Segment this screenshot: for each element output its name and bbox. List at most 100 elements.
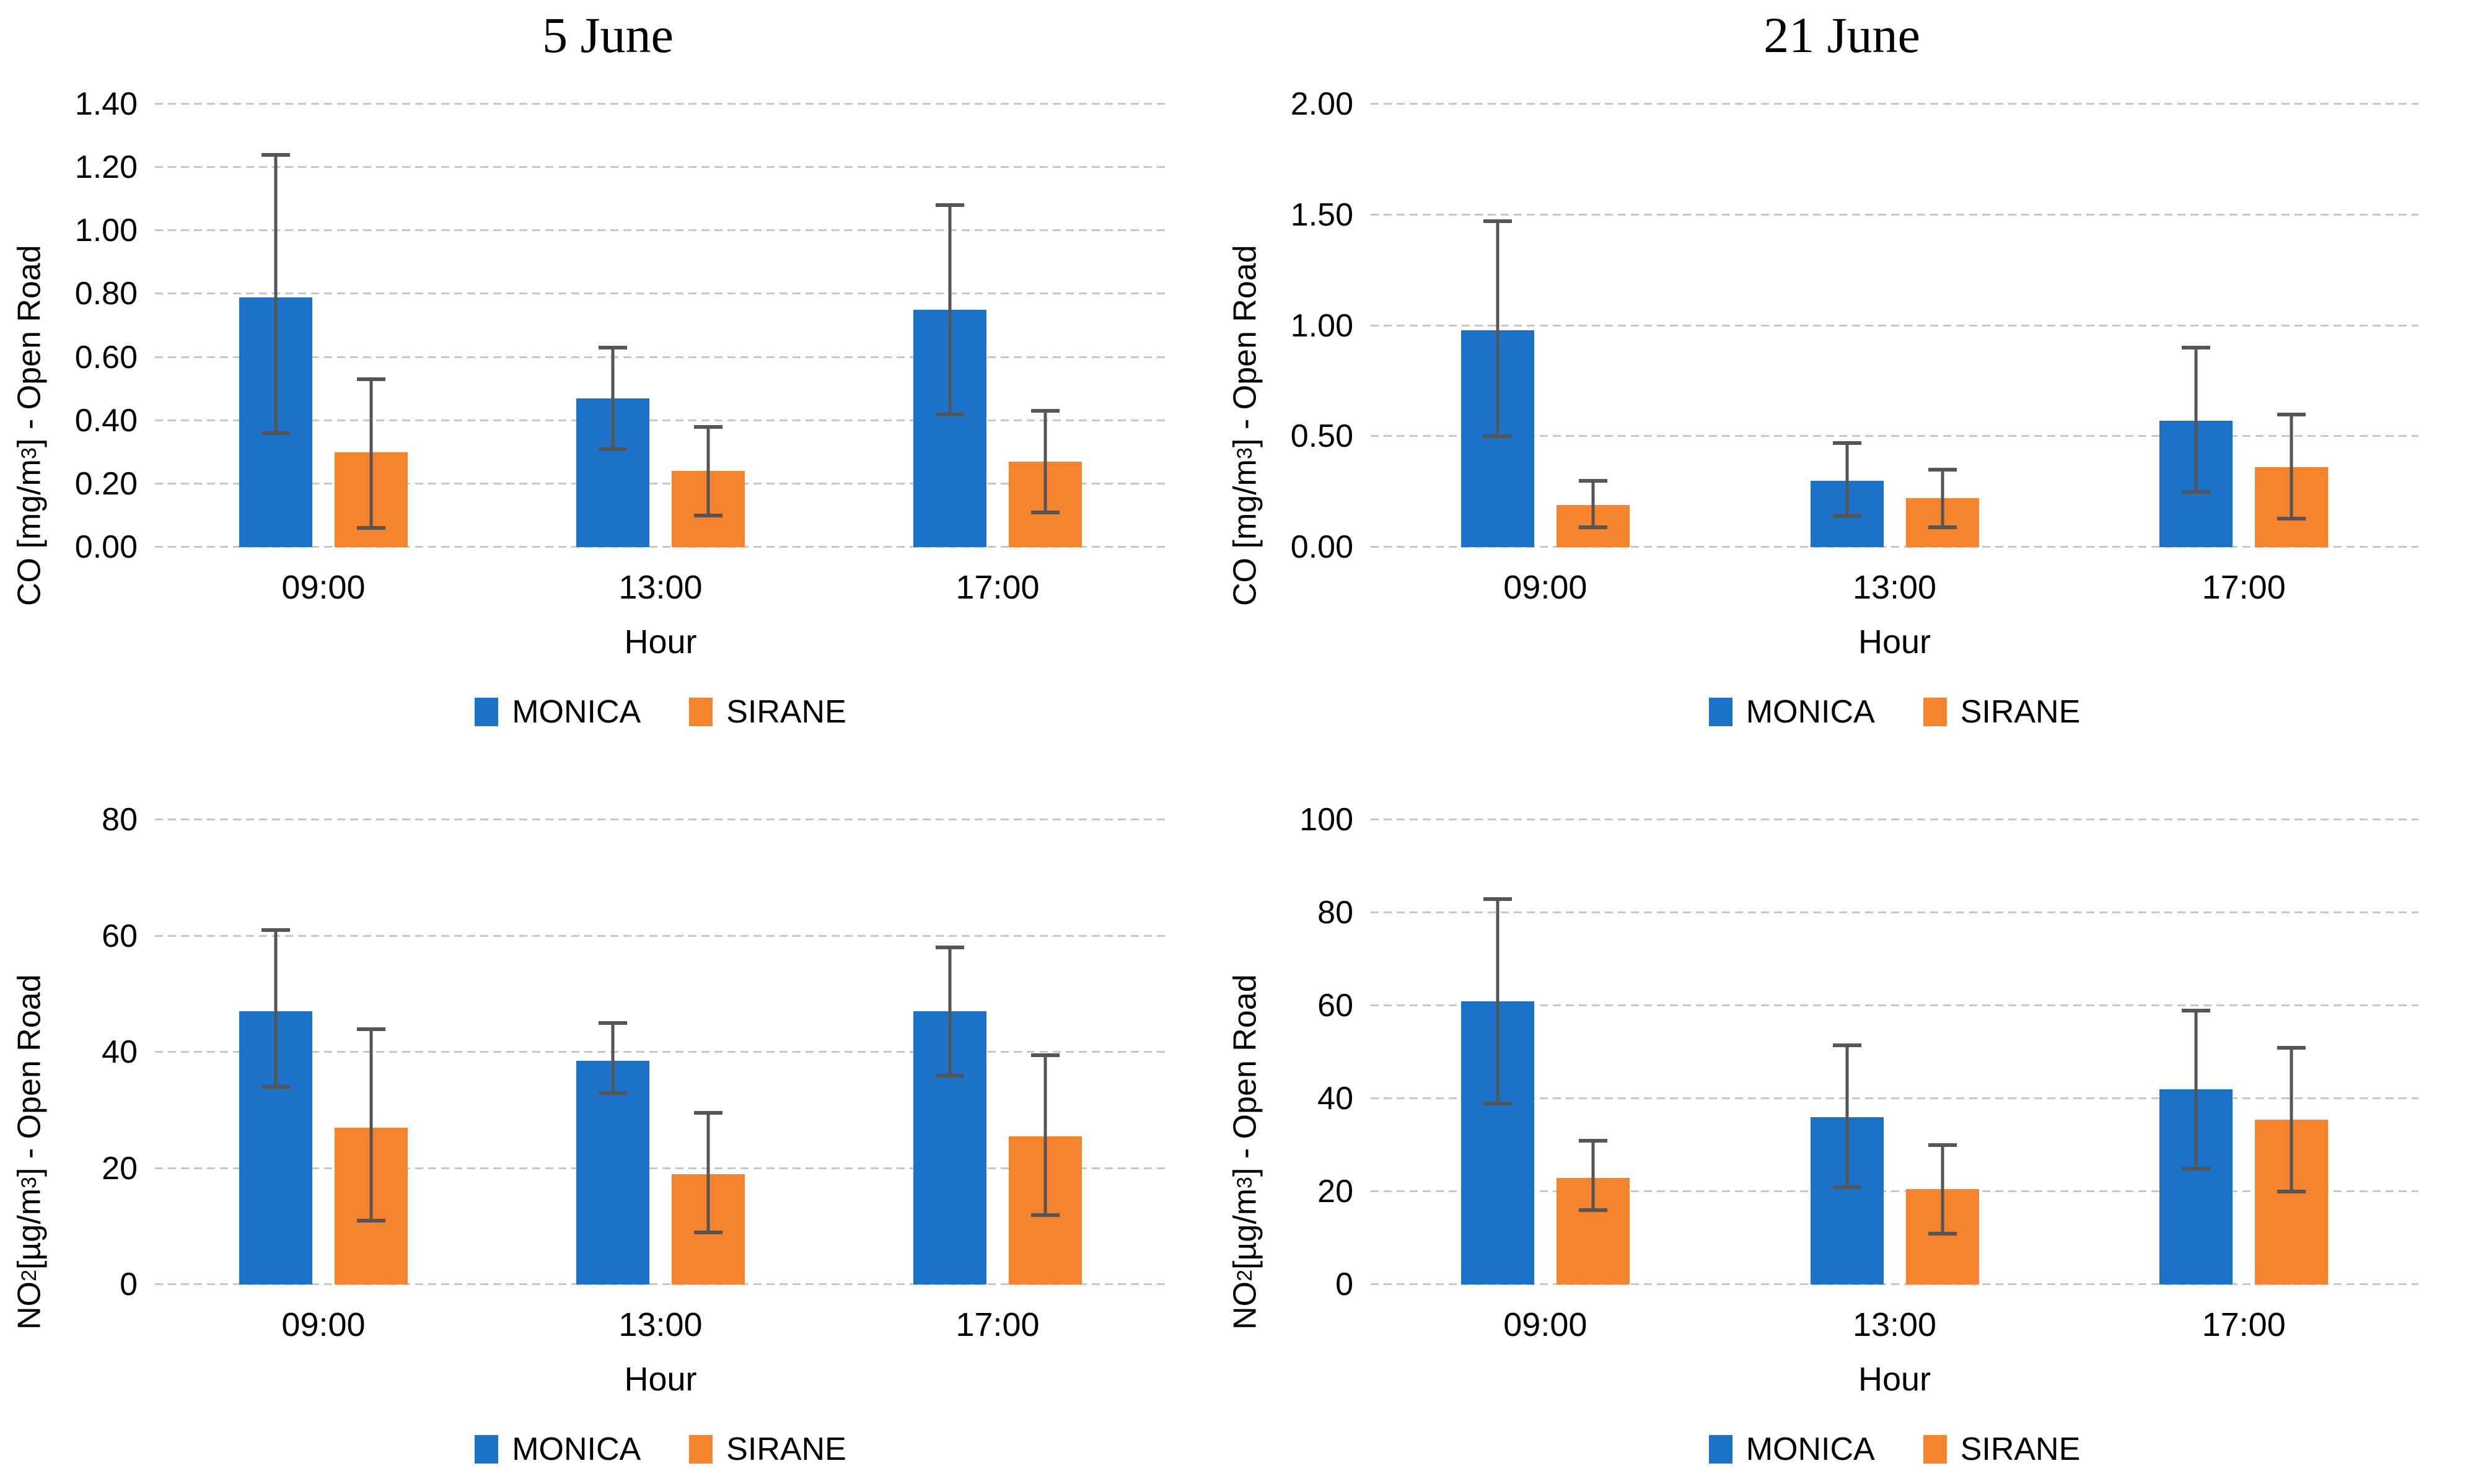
error-bar-cap <box>1578 1208 1607 1212</box>
x-tick-label: 17:00 <box>2202 569 2286 606</box>
error-bar <box>1043 411 1047 512</box>
bar-slot <box>2159 820 2233 1284</box>
y-axis-tick-labels: 0 20 40 60 80 100 <box>1275 804 1371 1301</box>
error-bar-cap <box>261 431 290 436</box>
bar-group <box>829 820 1166 1284</box>
error-bar-cap <box>357 1218 385 1223</box>
error-bar-cap <box>1928 467 1957 472</box>
chart-co-21-june: CO [mg/m 3] - Open Road 0.00 0.50 1.00 1.50 2… <box>1216 74 2468 747</box>
x-axis-title: Hour <box>1858 623 1931 661</box>
y-tick-label: 80 <box>102 802 138 838</box>
error-bar-cap <box>936 946 964 950</box>
x-tick-label: 09:00 <box>1503 1306 1588 1343</box>
charts-grid: CO [mg/m 3] - Open Road 0.00 0.20 0.40 0.60 0… <box>0 74 2468 1484</box>
error-bar-cap <box>694 424 722 429</box>
bar-slot <box>2255 104 2329 547</box>
bar-slot <box>672 104 745 547</box>
bar-group <box>1720 820 2070 1284</box>
y-tick-label: 1.50 <box>1290 196 1353 233</box>
column-title-5-june: 5 June <box>542 7 674 63</box>
legend-item-sirane: SIRANE <box>1923 693 2080 731</box>
error-bar-cap <box>2277 1045 2306 1050</box>
error-bar <box>948 947 952 1076</box>
x-axis-title: Hour <box>1858 1361 1931 1398</box>
gridline <box>1371 103 2418 105</box>
legend-item-monica: MONICA <box>1708 1431 1875 1468</box>
legend: MONICA SIRANE <box>1371 1415 2418 1484</box>
legend: MONICA SIRANE <box>1371 677 2418 747</box>
legend: MONICA SIRANE <box>155 1415 1166 1484</box>
error-bar-cap <box>1483 219 1512 224</box>
bar-monica <box>576 1061 649 1284</box>
error-bar <box>369 379 373 529</box>
error-bar-cap <box>1832 514 1861 518</box>
error-bar-cap <box>2182 346 2211 350</box>
y-axis-title-text: 2 <box>1233 1269 1257 1281</box>
bar-slot <box>335 104 408 547</box>
x-axis-tick-labels: 09:00 13:00 17:00 <box>155 1284 1166 1354</box>
gridline <box>155 819 1166 820</box>
gridline <box>1371 819 2418 820</box>
y-axis-title-text: 3 <box>17 1176 41 1188</box>
bars-layer <box>155 104 1166 547</box>
legend-item-monica: MONICA <box>475 1431 641 1468</box>
bar-slot <box>1905 104 1979 547</box>
legend-label-monica: MONICA <box>1746 694 1875 730</box>
gridline <box>155 546 1166 548</box>
legend: MONICA SIRANE <box>155 677 1166 747</box>
error-bar <box>1845 1045 1848 1187</box>
error-bar-cap <box>1031 1213 1060 1217</box>
error-bar-cap <box>1578 1138 1607 1143</box>
bar-slot <box>1009 820 1082 1284</box>
error-bar-cap <box>936 203 964 208</box>
gridline <box>1371 1004 2418 1006</box>
gridline <box>1371 1190 2418 1192</box>
chart-no2-21-june: NO 2 [µg/m 3] - Open Road 0 20 40 60 80 100 09:… <box>1216 747 2468 1484</box>
y-axis-title-text: NO <box>1227 1281 1263 1330</box>
gridline <box>1371 435 2418 437</box>
y-axis-title: NO 2 [µg/m 3] - Open Road <box>1216 820 1275 1484</box>
bar-slot <box>1905 820 1979 1284</box>
column-titles: 5 June 21 June <box>0 0 2468 74</box>
error-bar-cap <box>261 152 290 157</box>
x-tick-label: 17:00 <box>955 569 1040 606</box>
x-tick-label: 17:00 <box>955 1306 1040 1343</box>
gridline <box>155 934 1166 937</box>
bar-slot <box>1810 820 1884 1284</box>
gridline <box>155 482 1166 485</box>
error-bar-cap <box>599 1091 627 1095</box>
error-bar <box>611 348 615 449</box>
error-bar-cap <box>936 412 964 416</box>
error-bar-cap <box>599 1021 627 1025</box>
error-bar <box>369 1029 373 1221</box>
error-bar-cap <box>261 1085 290 1089</box>
error-bar <box>1845 442 1848 516</box>
error-bar-cap <box>357 526 385 530</box>
error-bar <box>2290 1047 2293 1192</box>
bar-slot <box>576 104 649 547</box>
y-tick-label: 40 <box>1317 1081 1353 1117</box>
bar-group <box>2069 104 2418 547</box>
legend-item-sirane: SIRANE <box>689 1431 846 1468</box>
bar-group <box>492 104 829 547</box>
y-axis-title-text: NO <box>11 1281 48 1330</box>
error-bar-cap <box>599 346 627 350</box>
error-bar-cap <box>1031 409 1060 413</box>
bar-slot <box>1009 104 1082 547</box>
bar-group <box>155 820 492 1284</box>
y-tick-label: 60 <box>102 918 138 954</box>
error-bar <box>1941 1145 1944 1234</box>
y-tick-label: 2.00 <box>1290 86 1353 122</box>
y-axis-title: CO [mg/m 3] - Open Road <box>1216 104 1275 747</box>
y-axis-title: NO 2 [µg/m 3] - Open Road <box>0 820 59 1484</box>
bar-group <box>2069 820 2418 1284</box>
y-tick-label: 0.00 <box>1290 529 1353 565</box>
y-tick-label: 1.00 <box>1290 307 1353 344</box>
y-tick-label: 40 <box>102 1034 138 1070</box>
x-tick-label: 13:00 <box>1852 1306 1937 1343</box>
legend-item-sirane: SIRANE <box>1923 1431 2080 1468</box>
error-bar-cap <box>1031 1053 1060 1057</box>
error-bar-cap <box>1928 1231 1957 1236</box>
y-axis-title-text: ] - Open Road <box>11 974 48 1177</box>
x-tick-label: 09:00 <box>1503 569 1588 606</box>
